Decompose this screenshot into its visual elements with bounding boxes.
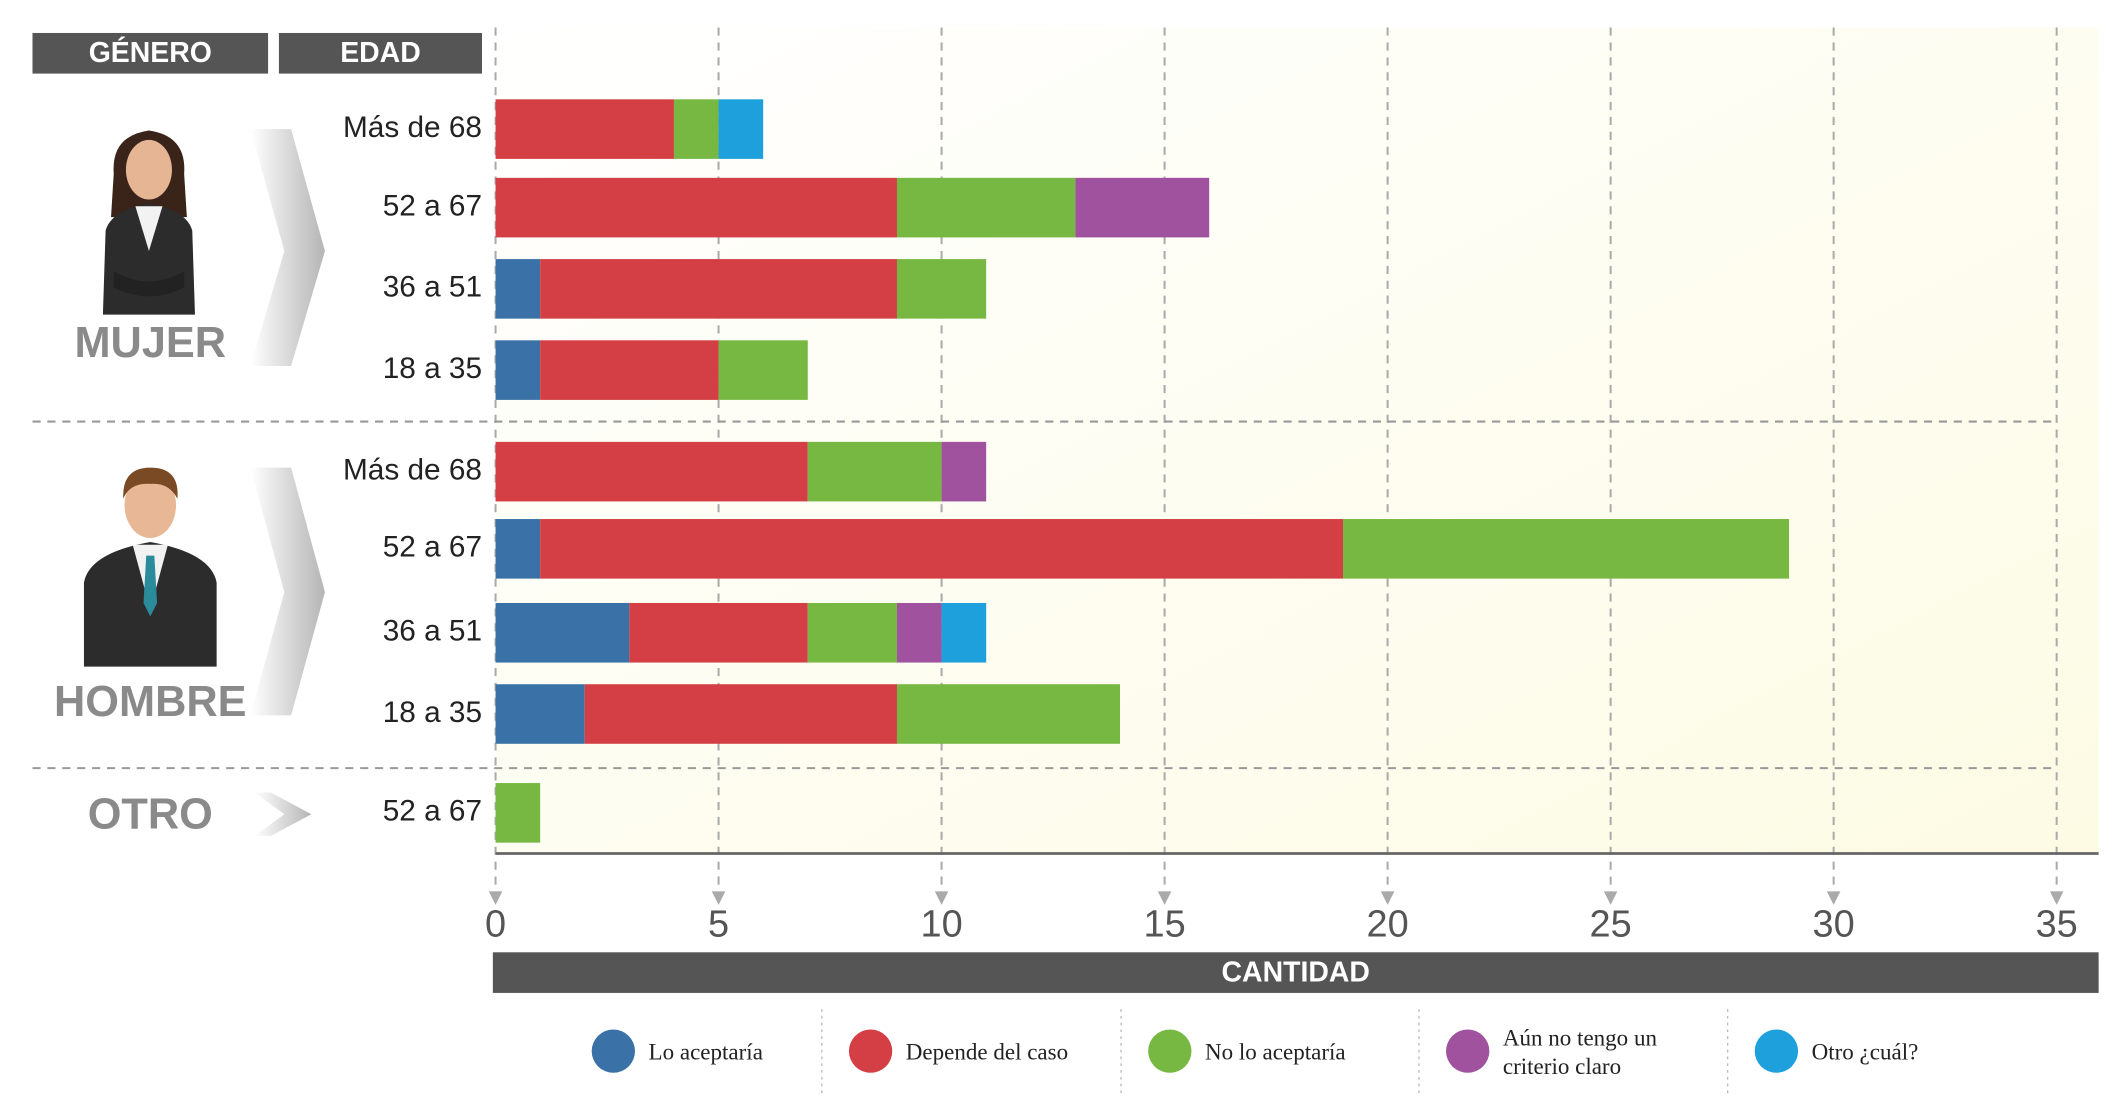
bar-segment bbox=[629, 602, 808, 663]
legend-swatch bbox=[848, 1029, 893, 1073]
bar-segment bbox=[673, 99, 719, 159]
x-tick-label: 35 bbox=[2036, 904, 2078, 946]
tick-mark bbox=[488, 891, 503, 905]
legend-swatch bbox=[1148, 1029, 1192, 1073]
legend-label: Depende del caso bbox=[905, 1039, 1069, 1066]
y-tick-label: 36 a 51 bbox=[383, 615, 482, 648]
chevron bbox=[250, 467, 325, 716]
legend-item: Otro ¿cuál? bbox=[1811, 1039, 1919, 1066]
tick-mark bbox=[1826, 891, 1841, 905]
woman-icon bbox=[102, 130, 195, 315]
group-label: MUJER bbox=[74, 319, 226, 367]
bar-segment bbox=[896, 177, 1076, 238]
bar-segment bbox=[941, 441, 987, 502]
legend-item: Lo aceptaría bbox=[648, 1039, 763, 1066]
y-tick-label: 18 a 35 bbox=[383, 696, 482, 729]
bar-segment bbox=[495, 441, 808, 502]
x-tick-label: 5 bbox=[708, 904, 729, 946]
bar-segment bbox=[495, 684, 585, 744]
chevron bbox=[254, 792, 312, 836]
bar-segment bbox=[540, 259, 897, 319]
legend-label: Aún no tengo un criterio claro bbox=[1502, 1025, 1657, 1080]
x-axis-title: CANTIDAD bbox=[1222, 956, 1370, 988]
legend-swatch bbox=[1754, 1029, 1799, 1073]
bar-segment bbox=[896, 684, 1120, 744]
x-tick-label: 20 bbox=[1367, 904, 1409, 946]
chevron bbox=[250, 129, 325, 367]
bar-segment bbox=[495, 519, 541, 579]
xlabel-banner bbox=[492, 952, 2099, 993]
header-label: GÉNERO bbox=[89, 37, 212, 69]
tick-mark bbox=[934, 891, 949, 905]
bar-segment bbox=[718, 340, 808, 400]
bar-segment bbox=[495, 783, 541, 843]
tick-mark bbox=[711, 891, 726, 905]
y-tick-label: 18 a 35 bbox=[383, 352, 482, 385]
bar-segment bbox=[540, 340, 719, 400]
y-tick-label: 36 a 51 bbox=[383, 271, 482, 304]
legend-swatch bbox=[1446, 1029, 1490, 1073]
x-tick-label: 30 bbox=[1813, 904, 1855, 946]
group-label: OTRO bbox=[88, 790, 213, 838]
header-box bbox=[278, 32, 483, 74]
tick-mark bbox=[1380, 891, 1395, 905]
legend-label: Lo aceptaría bbox=[648, 1039, 763, 1066]
legend-label: Otro ¿cuál? bbox=[1811, 1039, 1919, 1066]
y-tick-label: 52 a 67 bbox=[383, 795, 482, 828]
bar-segment bbox=[1075, 177, 1210, 238]
y-tick-label: Más de 68 bbox=[343, 454, 482, 487]
man-icon bbox=[83, 467, 217, 667]
y-tick-label: 52 a 67 bbox=[383, 531, 482, 564]
x-tick-label: 25 bbox=[1590, 904, 1632, 946]
tick-mark bbox=[1603, 891, 1618, 905]
bar-segment bbox=[495, 177, 897, 238]
bar-segment bbox=[1343, 519, 1790, 579]
legend-item: Aún no tengo un criterio claro bbox=[1502, 1025, 1657, 1080]
x-tick-label: 0 bbox=[485, 904, 506, 946]
x-tick-label: 15 bbox=[1144, 904, 1186, 946]
bar-segment bbox=[495, 259, 541, 319]
legend-item: No lo aceptaría bbox=[1205, 1039, 1346, 1066]
header-box bbox=[32, 32, 269, 74]
bar-segment bbox=[495, 340, 541, 400]
bar-segment bbox=[495, 99, 674, 159]
bar-segment bbox=[495, 602, 630, 663]
tick-mark bbox=[1157, 891, 1172, 905]
bar-segment bbox=[807, 602, 897, 663]
bar-segment bbox=[584, 684, 897, 744]
bar-segment bbox=[807, 441, 942, 502]
header-label: EDAD bbox=[340, 37, 421, 69]
bar-segment bbox=[718, 99, 764, 159]
bar-segment bbox=[896, 259, 987, 319]
bar-segment bbox=[896, 602, 942, 663]
bar-segment bbox=[941, 602, 987, 663]
group-label: HOMBRE bbox=[54, 678, 247, 726]
legend-swatch bbox=[591, 1029, 636, 1073]
tick-mark bbox=[2049, 891, 2064, 905]
y-tick-label: 52 a 67 bbox=[383, 189, 482, 222]
legend-item: Depende del caso bbox=[905, 1039, 1069, 1066]
bar-segment bbox=[540, 519, 1344, 579]
legend-label: No lo aceptaría bbox=[1205, 1039, 1346, 1066]
x-tick-label: 10 bbox=[920, 904, 962, 946]
y-tick-label: Más de 68 bbox=[343, 111, 482, 144]
